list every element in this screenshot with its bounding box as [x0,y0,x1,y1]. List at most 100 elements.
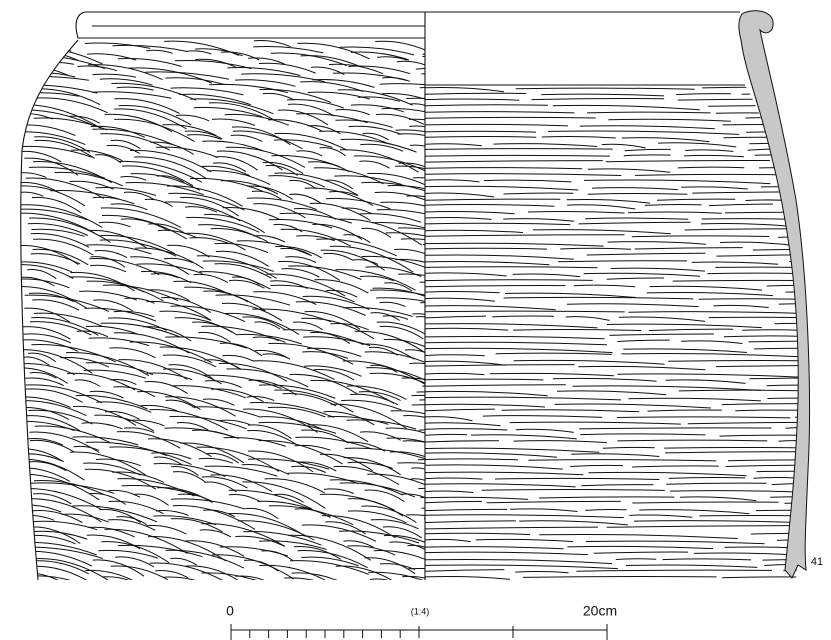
hatch-stroke [347,510,407,524]
hatch-stroke [171,385,247,399]
hatch-stroke [617,373,803,378]
hatch-stroke [113,386,156,398]
hatch-stroke [719,434,803,437]
hatch-stroke [519,520,628,526]
hatch-stroke [73,405,137,426]
hatch-stroke [264,478,325,494]
hatch-stroke [425,551,589,556]
hatch-stroke [252,360,335,380]
hatch-stroke [367,172,425,197]
hatch-stroke [118,105,192,126]
hatch-stroke [174,317,233,334]
hatch-stroke [425,211,515,215]
hatch-stroke [560,247,632,250]
hatch-stroke [558,260,688,263]
hatch-stroke [425,104,548,107]
hatch-stroke [429,113,457,122]
hatch-stroke [425,564,618,570]
hatch-stroke [397,133,425,141]
hatch-stroke [501,409,640,413]
hatch-stroke [215,587,275,606]
hatch-stroke [310,331,351,344]
hatch-stroke [425,185,579,191]
hatch-stroke [778,302,803,305]
hatch-stroke [93,299,133,312]
hatch-stroke [762,559,803,563]
hatch-stroke [632,465,719,468]
hatch-stroke [346,385,407,400]
hatch-stroke [123,427,155,434]
hatch-stroke [274,172,358,196]
hatch-stroke [236,240,313,257]
hatch-stroke [347,461,393,469]
hatch-stroke [411,404,425,418]
hatch-stroke [370,364,398,373]
hatch-stroke [425,403,546,408]
hatch-stroke [616,416,791,419]
hatch-stroke [253,40,291,48]
hatch-stroke [339,582,394,592]
hatch-stroke [262,353,289,359]
scale-bar [230,624,608,640]
hatch-stroke [83,582,108,588]
hatch-stroke [685,149,734,152]
hatch-stroke [28,43,72,52]
hatch-stroke [419,281,425,297]
hatch-stroke [425,546,564,550]
hatch-stroke [193,106,263,118]
hatch-stroke [108,500,164,515]
hatch-stroke [425,234,625,237]
hatch-stroke [379,83,425,88]
hatch-stroke [400,583,470,593]
hatch-stroke [284,588,314,594]
hatch-stroke [425,440,500,443]
hatch-stroke [425,447,600,453]
hatch-stroke [150,273,179,279]
hatch-stroke [150,141,195,155]
hatch-stroke [307,91,371,100]
hatch-stroke [304,365,362,377]
hatch-stroke [420,496,425,508]
hatch-stroke [606,277,665,280]
hatch-stroke [160,296,212,314]
hatch-stroke [515,570,569,574]
hatch-stroke [22,46,103,65]
hatch-stroke [33,117,108,131]
hatch-stroke [346,419,417,430]
hatch-stroke [425,354,485,357]
hatch-stroke [98,549,158,559]
hatch-stroke [297,550,368,569]
hatch-stroke [425,290,500,294]
hatch-stroke [277,109,329,126]
hatch-stroke [541,135,616,139]
hatch-stroke [261,550,294,562]
hatch-stroke [425,384,566,387]
hatch-stroke [723,335,803,338]
hatch-stroke [701,218,803,223]
hatch-stroke [361,343,415,360]
hatch-stroke [186,216,260,233]
hatch-stroke [201,523,286,547]
hatch-stroke [25,384,103,404]
hatch-stroke [214,263,272,279]
hatch-stroke [34,136,91,153]
hatch-stroke [156,146,219,158]
hatch-stroke [749,376,803,380]
hatch-stroke [621,137,710,143]
hatch-stroke [628,397,762,402]
hatch-stroke [374,191,425,202]
hatch-stroke [28,292,74,302]
hatch-stroke [293,545,342,560]
hatch-stroke [25,415,81,432]
hatch-stroke [509,421,681,425]
hatch-stroke [766,384,803,388]
hatch-stroke [20,363,75,376]
hatch-stroke [425,297,496,302]
hatch-stroke [235,79,296,87]
hatch-stroke [328,190,359,197]
hatch-stroke [339,149,419,173]
hatch-stroke [402,440,425,457]
hatch-stroke [20,131,86,146]
hatch-stroke [359,431,402,441]
